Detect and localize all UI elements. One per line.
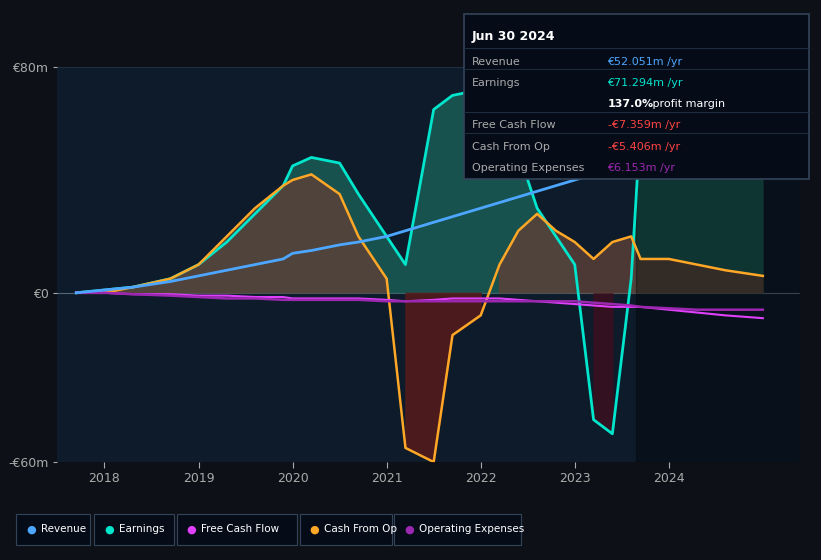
- Text: Cash From Op: Cash From Op: [472, 142, 550, 152]
- Text: Operating Expenses: Operating Expenses: [472, 163, 585, 173]
- Text: Free Cash Flow: Free Cash Flow: [472, 120, 556, 130]
- Text: profit margin: profit margin: [649, 99, 725, 109]
- Text: Revenue: Revenue: [41, 524, 86, 534]
- Text: -€7.359m /yr: -€7.359m /yr: [608, 120, 680, 130]
- Text: Jun 30 2024: Jun 30 2024: [472, 30, 556, 43]
- Text: ●: ●: [26, 524, 36, 534]
- Bar: [636, 67, 800, 462]
- Text: ●: ●: [310, 524, 319, 534]
- Text: -€5.406m /yr: -€5.406m /yr: [608, 142, 680, 152]
- Text: Operating Expenses: Operating Expenses: [419, 524, 524, 534]
- Text: ●: ●: [404, 524, 414, 534]
- Text: ●: ●: [104, 524, 114, 534]
- Text: Free Cash Flow: Free Cash Flow: [201, 524, 279, 534]
- Text: €71.294m /yr: €71.294m /yr: [608, 78, 683, 88]
- Text: €52.051m /yr: €52.051m /yr: [608, 57, 683, 67]
- Text: 137.0%: 137.0%: [608, 99, 654, 109]
- Text: Revenue: Revenue: [472, 57, 521, 67]
- Text: Earnings: Earnings: [119, 524, 164, 534]
- Text: €6.153m /yr: €6.153m /yr: [608, 163, 676, 173]
- Text: ●: ●: [186, 524, 196, 534]
- Text: Earnings: Earnings: [472, 78, 521, 88]
- Text: Cash From Op: Cash From Op: [324, 524, 397, 534]
